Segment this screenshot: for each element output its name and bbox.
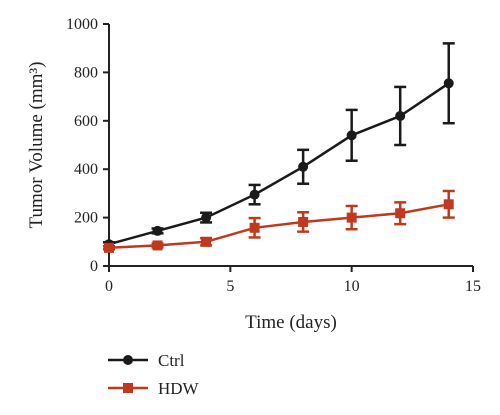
- series-line: [108, 203, 449, 250]
- y-tick-label: 800: [74, 64, 98, 81]
- axes: 0 200 400 600 800 1000 0 5 10 15: [66, 16, 481, 295]
- data-point: [201, 236, 212, 247]
- series-layer: [103, 42, 455, 253]
- data-point: [395, 110, 406, 121]
- y-tick-label: 0: [90, 258, 98, 275]
- series-line: [108, 82, 450, 246]
- series-ctrl: [103, 42, 455, 250]
- y-tick-label: 200: [74, 210, 98, 227]
- data-point: [443, 199, 454, 210]
- y-tick-label: 600: [74, 113, 98, 130]
- data-point: [298, 216, 309, 227]
- data-point: [201, 212, 212, 223]
- legend-marker: [123, 383, 133, 393]
- data-point: [346, 130, 357, 141]
- x-tick-label: 5: [226, 278, 234, 295]
- data-point: [443, 78, 454, 89]
- data-point: [346, 212, 357, 223]
- data-point: [152, 240, 163, 251]
- data-point: [395, 208, 406, 219]
- legend-marker: [123, 355, 133, 365]
- x-tick-label: 0: [105, 278, 113, 295]
- data-point: [104, 242, 114, 253]
- y-tick-label: 400: [74, 161, 98, 178]
- series-hdw: [103, 189, 455, 253]
- y-tick-label: 1000: [66, 16, 98, 33]
- x-tick-label: 15: [465, 278, 481, 295]
- legend-item-hdw: HDW: [108, 379, 200, 398]
- data-point: [249, 189, 260, 200]
- data-point: [298, 161, 309, 172]
- legend-label: Ctrl: [158, 351, 185, 370]
- legend: Ctrl HDW: [108, 351, 200, 398]
- data-point: [152, 225, 163, 236]
- y-axis-label: Tumor Volume (mm³): [26, 62, 47, 229]
- x-axis-label: Time (days): [245, 312, 337, 333]
- data-point: [249, 222, 260, 233]
- legend-label: HDW: [158, 379, 200, 398]
- x-tick-label: 10: [344, 278, 360, 295]
- legend-item-ctrl: Ctrl: [108, 351, 185, 370]
